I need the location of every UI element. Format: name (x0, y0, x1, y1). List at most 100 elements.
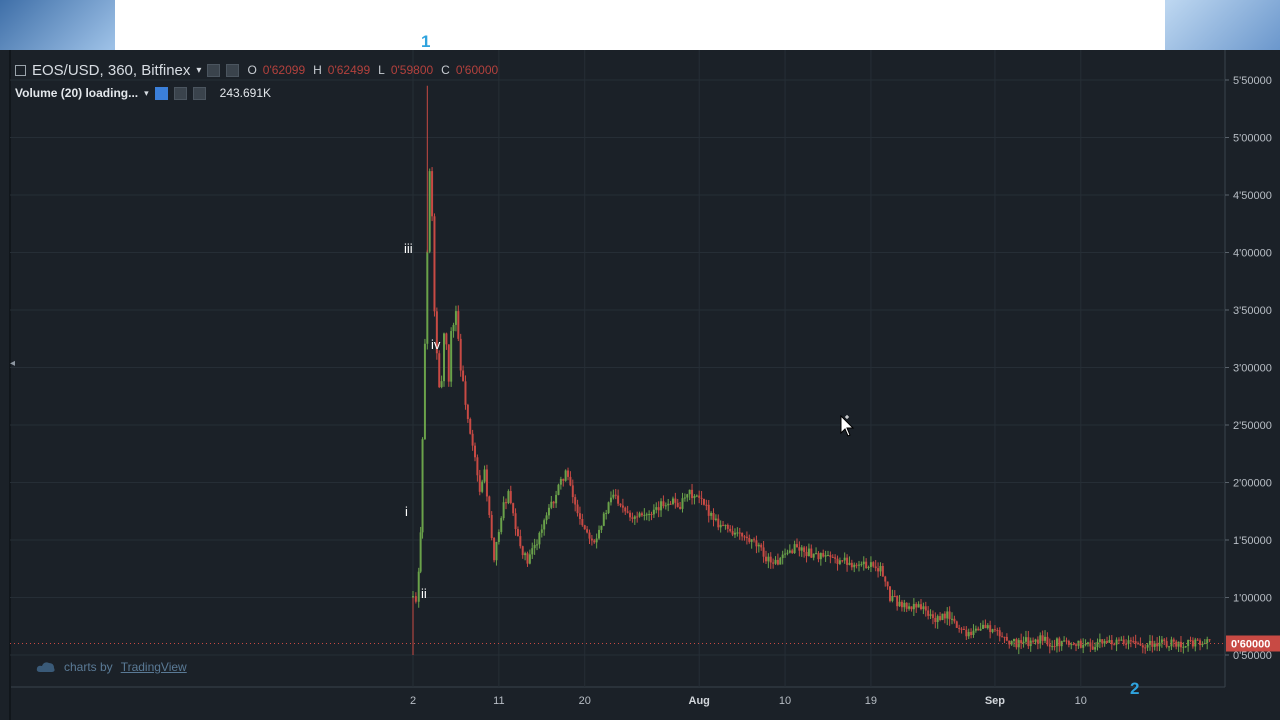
candle-body (1113, 644, 1116, 646)
candle-body (893, 596, 896, 598)
candle-body (1034, 639, 1037, 642)
candle-body (996, 630, 999, 632)
x-tick-label: 10 (1075, 695, 1087, 707)
candle-body (819, 553, 822, 560)
candle-body (1132, 641, 1135, 643)
candle-body (423, 343, 426, 440)
candle-body (578, 513, 581, 519)
volume-legend: Volume (20) loading... ▾ 243.691K (15, 84, 271, 102)
candle-body (1039, 635, 1042, 644)
candle-body (717, 518, 720, 528)
tradingview-link[interactable]: TradingView (120, 660, 187, 674)
candle-body (631, 517, 634, 519)
candle-body (850, 562, 853, 568)
candle-body (1189, 639, 1192, 641)
settings-icon[interactable] (173, 86, 187, 100)
candle-body (1055, 638, 1058, 647)
close-icon[interactable] (192, 86, 206, 100)
candle-body (1046, 636, 1049, 645)
candle-body (664, 505, 667, 507)
candle-body (1122, 639, 1125, 644)
candle-body (738, 532, 741, 534)
candle-body (857, 564, 860, 566)
candle-body (722, 524, 725, 526)
volume-value: 243.691K (219, 86, 272, 100)
candle-body (753, 539, 756, 541)
candle-body (669, 503, 672, 505)
candle-body (829, 555, 832, 557)
candle-body (1163, 639, 1166, 642)
candle-body (1172, 639, 1175, 642)
collapse-legend-icon[interactable] (15, 64, 26, 76)
candle-body (920, 604, 923, 610)
eye-icon[interactable] (154, 86, 168, 100)
candle-body (1051, 646, 1054, 648)
candle-body (886, 581, 889, 587)
candle-body (1053, 646, 1056, 648)
open-label: O (247, 63, 257, 77)
chevron-left-icon[interactable]: ◂ (10, 358, 16, 369)
chevron-down-icon[interactable]: ▾ (196, 64, 202, 76)
candle-body (674, 498, 677, 503)
high-label: H (313, 63, 322, 77)
candle-body (1008, 640, 1011, 645)
y-tick-label: 0'50000 (1233, 650, 1272, 662)
candle-body (960, 628, 963, 630)
eye-icon[interactable] (207, 63, 221, 77)
candle-body (865, 561, 868, 569)
candle-body (719, 524, 722, 528)
chevron-down-icon[interactable]: ▾ (144, 87, 149, 98)
wave-label-iv: iv (431, 337, 441, 352)
candle-body (640, 513, 643, 516)
candle-body (624, 507, 627, 512)
candle-body (1005, 636, 1008, 641)
candle-body (998, 630, 1001, 637)
candle-body (1141, 645, 1144, 648)
candle-body (1010, 641, 1013, 645)
candle-body (474, 445, 477, 458)
candle-body (1048, 644, 1051, 647)
candle-body (540, 529, 543, 533)
candle-body (764, 556, 767, 562)
settings-icon[interactable] (226, 63, 240, 77)
candle-body (574, 497, 577, 505)
candle-body (1168, 646, 1171, 648)
candle-body (929, 614, 932, 616)
candle-body (609, 497, 612, 503)
candle-body (741, 532, 744, 537)
series-legend: EOS/USD, 360, Bitfinex ▾ O 0'62099 H 0'6… (15, 60, 498, 80)
candle-body (736, 532, 739, 534)
candle-body (598, 529, 601, 539)
candle-body (607, 502, 610, 514)
candle-body (1091, 646, 1094, 650)
candle-body (745, 536, 748, 539)
candle-body (1153, 643, 1156, 647)
candle-body (417, 571, 420, 602)
candle-body (469, 418, 472, 434)
candle-body (495, 541, 498, 561)
candle-body (614, 494, 617, 496)
candle-body (962, 628, 965, 630)
candle-body (848, 562, 851, 565)
candle-body (793, 544, 796, 554)
chart-area[interactable]: 5'50000 5'00000 4'50000 4'00000 3'50000 3'000… (0, 50, 1280, 720)
symbol-title[interactable]: EOS/USD, 360, Bitfinex (32, 61, 191, 79)
candle-body (1194, 639, 1197, 647)
candle-body (593, 540, 596, 543)
candle-body (943, 613, 946, 619)
candle-body (476, 457, 479, 476)
volume-title[interactable]: Volume (20) loading... (15, 86, 139, 100)
candle-body (645, 514, 648, 516)
candle-body (1182, 646, 1185, 648)
candle-body (812, 553, 815, 558)
candle-body (884, 576, 887, 582)
x-tick-label: Sep (985, 695, 1005, 707)
candle-body (953, 618, 956, 622)
candle-body (483, 469, 486, 482)
price-chart-svg[interactable]: 5'50000 5'00000 4'50000 4'00000 3'50000 3'000… (0, 50, 1280, 720)
candle-body (1106, 641, 1109, 643)
candle-body (638, 513, 641, 517)
candle-body (1060, 641, 1063, 647)
candle-body (438, 353, 441, 388)
candle-body (519, 536, 522, 547)
